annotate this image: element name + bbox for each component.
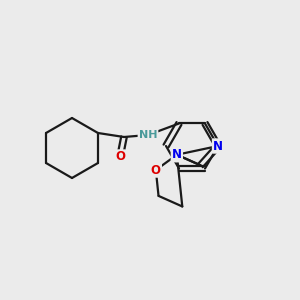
Text: N: N xyxy=(172,148,182,161)
Text: O: O xyxy=(115,151,125,164)
Text: NH: NH xyxy=(139,130,157,140)
Text: O: O xyxy=(151,164,161,176)
Text: N: N xyxy=(213,140,223,152)
